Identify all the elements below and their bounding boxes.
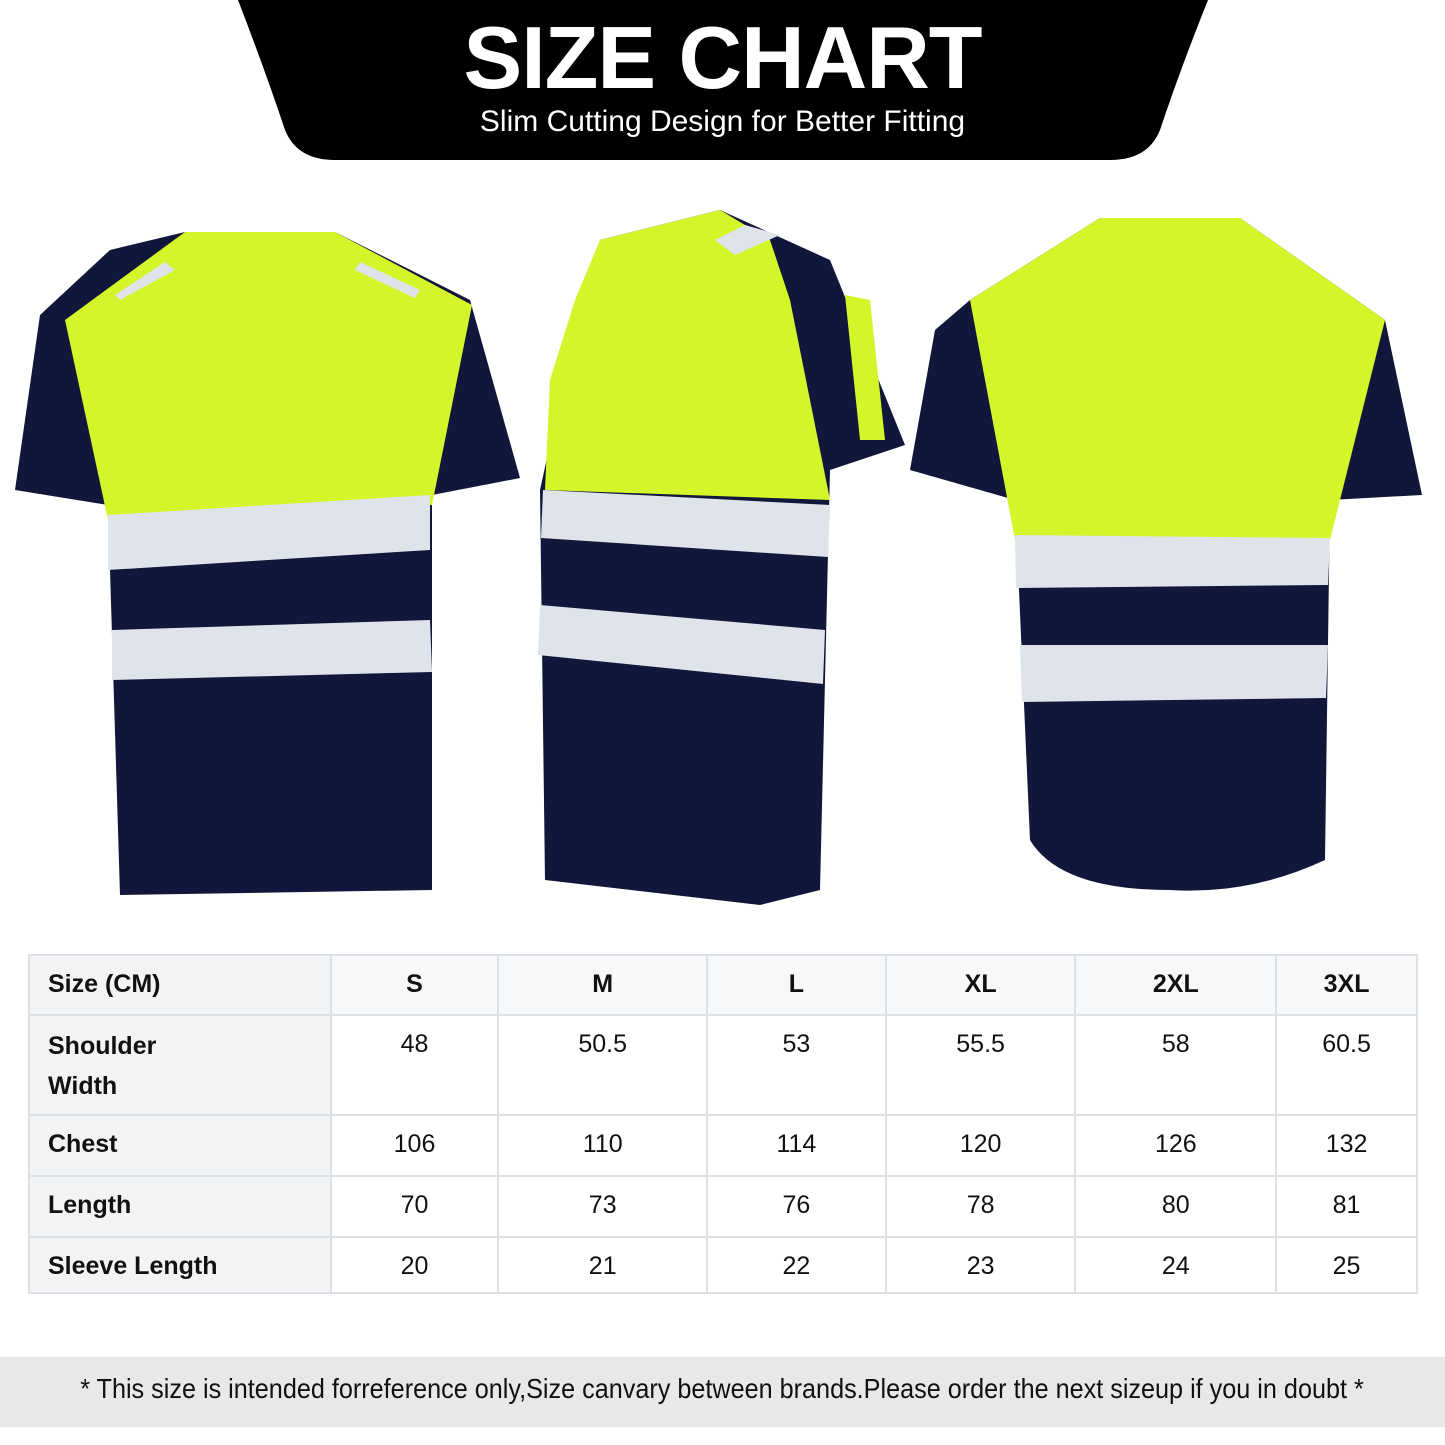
table-row: Chest 106 110 114 120 126 132 [28,1114,1418,1177]
column-header: XL [884,954,1077,1016]
table-cell: 110 [497,1114,709,1177]
header-banner [238,0,1208,160]
table-cell: 120 [884,1114,1077,1177]
row-label: Sleeve Length [28,1236,332,1294]
table-cell: 53 [706,1014,887,1116]
table-cell: 21 [497,1236,709,1294]
table-cell: 126 [1074,1114,1278,1177]
column-header: Size (CM) [28,954,332,1016]
table-header-row: Size (CM) S M L XL 2XL 3XL [28,954,1418,1016]
table-row: Shoulder Width 48 50.5 53 55.5 58 60.5 [28,1014,1418,1116]
table-cell: 50.5 [497,1014,709,1116]
table-cell: 132 [1275,1114,1418,1177]
table-cell: 48 [329,1014,500,1116]
table-cell: 25 [1275,1236,1418,1294]
table-cell: 60.5 [1275,1014,1418,1116]
table-cell: 114 [706,1114,887,1177]
column-header: 3XL [1275,954,1418,1016]
shirt-front-image [15,232,520,895]
table-cell: 24 [1074,1236,1278,1294]
table-cell: 20 [329,1236,500,1294]
column-header: L [706,954,887,1016]
table-cell: 73 [497,1175,709,1238]
shirt-images [15,210,1422,905]
column-header: 2XL [1074,954,1278,1016]
table-cell: 70 [329,1175,500,1238]
row-label: Chest [28,1114,332,1177]
shirt-side-image [538,210,905,905]
footer-note: * This size is intended forreference onl… [80,1373,1364,1404]
table-cell: 78 [884,1175,1077,1238]
table-cell: 55.5 [884,1014,1077,1116]
table-cell: 23 [884,1236,1077,1294]
table-row: Length 70 73 76 78 80 81 [28,1175,1418,1238]
column-header: S [329,954,500,1016]
table-cell: 81 [1275,1175,1418,1238]
table-row: Sleeve Length 20 21 22 23 24 25 [28,1236,1418,1294]
table-cell: 76 [706,1175,887,1238]
row-label: Shoulder Width [28,1014,332,1116]
page-subtitle: Slim Cutting Design for Better Fitting [479,105,966,138]
table-cell: 22 [706,1236,887,1294]
row-label: Length [28,1175,332,1238]
table-cell: 106 [329,1114,500,1177]
page-title: SIZE CHART [463,8,983,107]
table-cell: 80 [1074,1175,1278,1238]
table-cell: 58 [1074,1014,1278,1116]
column-header: M [497,954,709,1016]
footer-note-bar: * This size is intended forreference onl… [0,1357,1445,1427]
size-table: Size (CM) S M L XL 2XL 3XL Shoulder Width… [28,954,1418,1294]
shirt-back-image [910,218,1422,891]
